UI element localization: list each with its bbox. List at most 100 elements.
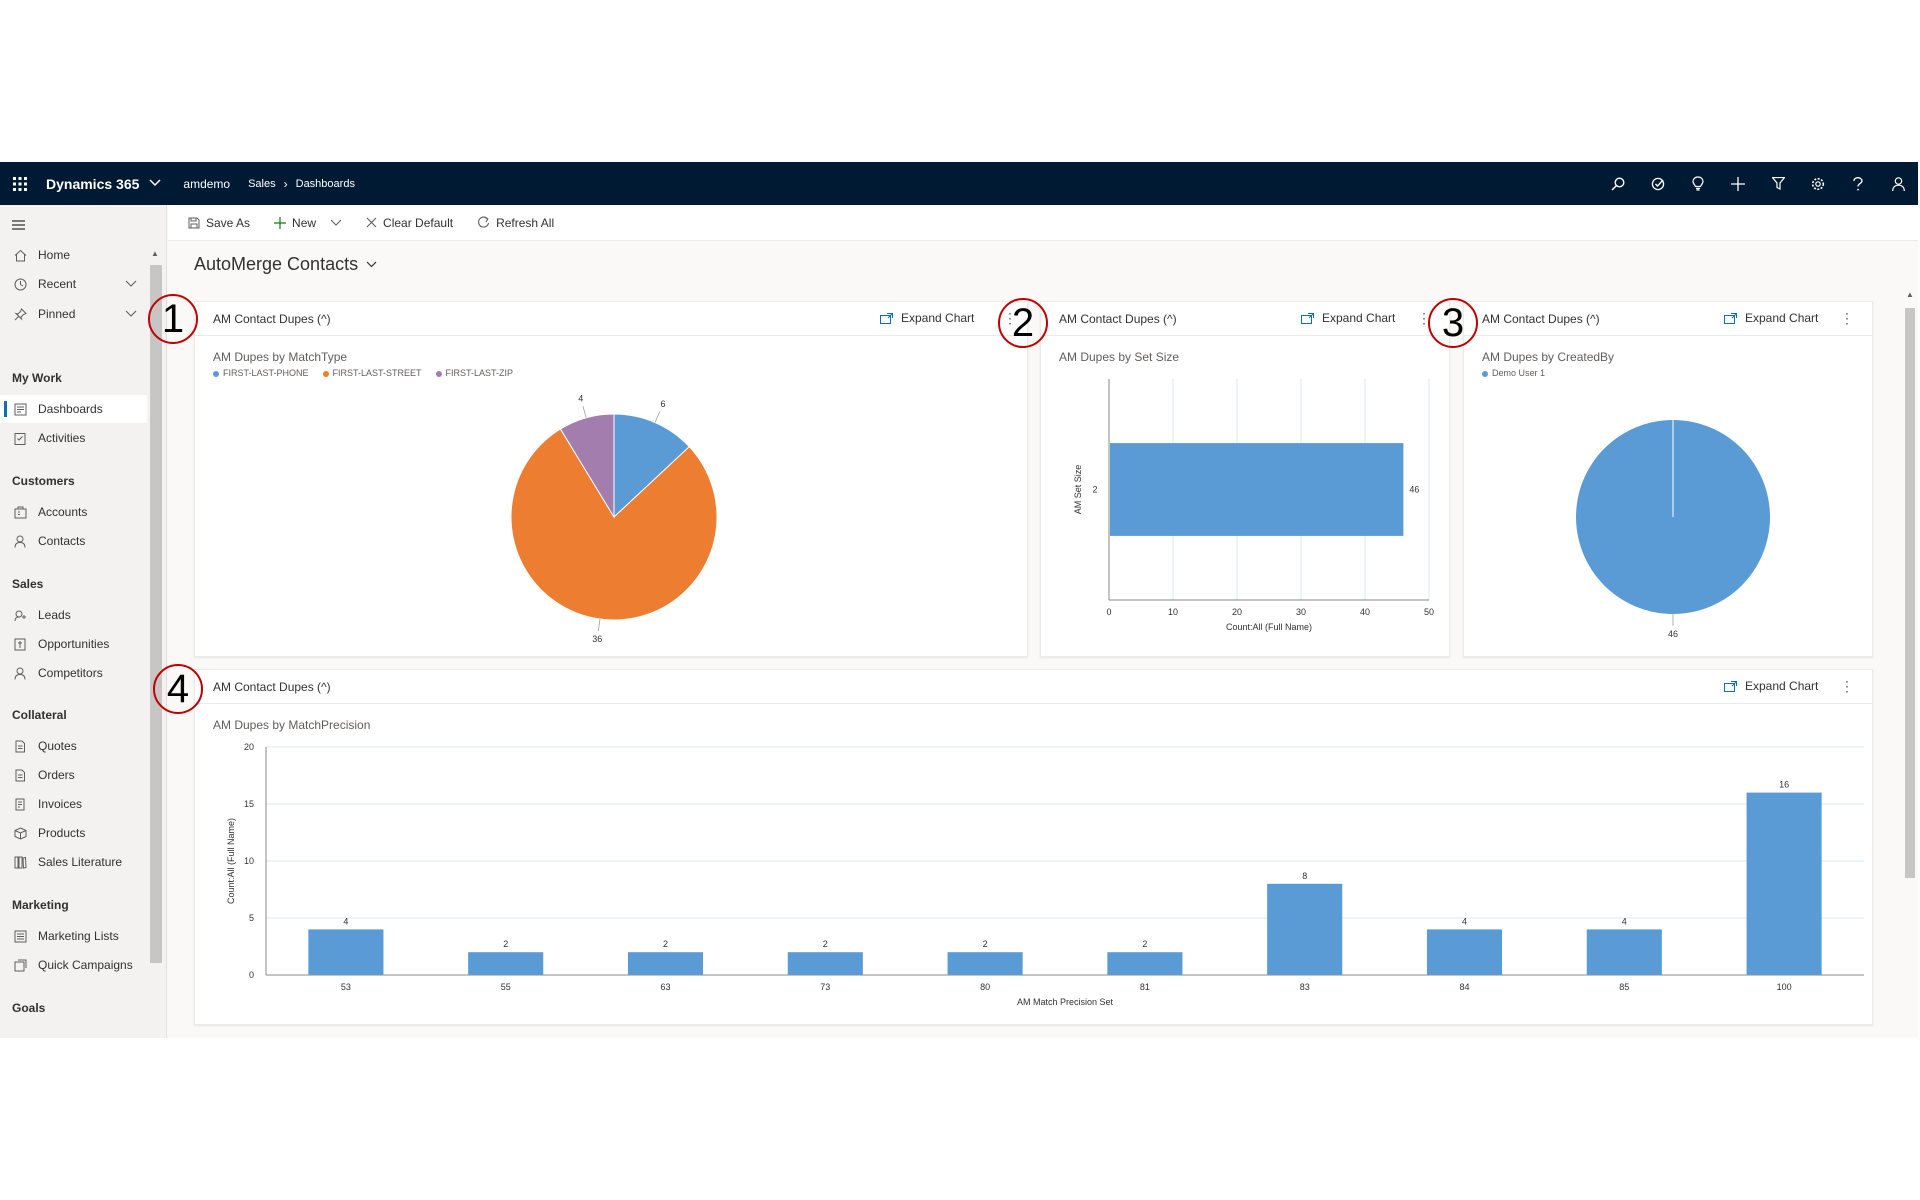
sidebar-item-pinned[interactable]: Pinned — [0, 300, 147, 328]
app-window: Dynamics 365 amdemo Sales › Dashboards — [0, 162, 1918, 1038]
sidebar-item-products[interactable]: Products — [0, 819, 147, 847]
sidebar-item-recent[interactable]: Recent — [0, 270, 147, 298]
chevron-down-icon[interactable] — [125, 279, 137, 290]
cube-icon — [12, 825, 28, 841]
scroll-up-icon[interactable]: ▲ — [151, 249, 159, 258]
pin-icon — [12, 306, 28, 322]
expand-chart-button[interactable]: Expand Chart — [1301, 311, 1395, 325]
sitemap-sidebar: Home Recent Pinned My Work Dashboards Ac… — [0, 205, 167, 1038]
main-scrollbar[interactable]: ▲ — [1902, 288, 1918, 1038]
x-tick-label: 83 — [1300, 982, 1310, 992]
sidebar-item-dashboards[interactable]: Dashboards — [0, 395, 147, 423]
sidebar-item-quick-campaigns[interactable]: Quick Campaigns — [0, 951, 147, 979]
sidebar-item-leads[interactable]: Leads — [0, 601, 147, 629]
scrollbar-thumb[interactable] — [1905, 308, 1915, 878]
search-icon[interactable] — [1598, 162, 1638, 205]
x-axis-label: Count:All (Full Name) — [1226, 622, 1312, 632]
annotation-badge: 2 — [998, 298, 1048, 348]
legend-item[interactable]: FIRST-LAST-STREET — [322, 368, 422, 378]
accounts-icon — [12, 504, 28, 520]
sidebar-item-label: Orders — [38, 768, 75, 782]
sidebar-item-contacts[interactable]: Contacts — [0, 527, 147, 555]
legend-item[interactable]: Demo User 1 — [1482, 368, 1545, 378]
sidebar-item-label: Competitors — [38, 666, 103, 680]
expand-chart-button[interactable]: Expand Chart — [1724, 311, 1818, 325]
chevron-down-icon[interactable] — [149, 178, 161, 190]
y-axis-label: AM Set Size — [1073, 465, 1083, 515]
group-header-customers: Customers — [12, 474, 75, 488]
more-options-icon[interactable]: ⋮ — [1840, 678, 1854, 694]
sidebar-item-label: Sales Literature — [38, 855, 123, 869]
chevron-down-icon[interactable] — [125, 309, 137, 320]
x-tick-label: 55 — [501, 982, 511, 992]
data-label: 4 — [1462, 916, 1467, 926]
more-options-icon[interactable]: ⋮ — [1840, 310, 1854, 326]
annotation-badge: 4 — [153, 664, 203, 714]
breadcrumb-item[interactable]: Sales — [248, 177, 276, 190]
plus-icon[interactable] — [1718, 162, 1758, 205]
scroll-up-icon[interactable]: ▲ — [1906, 290, 1914, 299]
pie-leader-line — [582, 406, 587, 418]
legend-swatch — [213, 370, 219, 377]
bar — [308, 929, 384, 975]
hamburger-menu-icon[interactable] — [12, 217, 25, 235]
x-tick-label: 80 — [980, 982, 990, 992]
gear-icon[interactable] — [1798, 162, 1838, 205]
legend-item[interactable]: FIRST-LAST-ZIP — [435, 368, 513, 378]
y-axis-label: Count:All (Full Name) — [226, 818, 236, 904]
sidebar-item-orders[interactable]: Orders — [0, 761, 147, 789]
bar-chart-set-size: 0 10 20 30 40 50 46 2 Count:All (Full Name) AM Se… — [1073, 379, 1434, 632]
y-tick-label: 5 — [249, 913, 254, 923]
sidebar-item-competitors[interactable]: Competitors — [0, 659, 147, 687]
legend-label: Demo User 1 — [1492, 368, 1546, 378]
chart-card-match-precision: AM Contact Dupes (^) Expand Chart ⋮ AM D… — [194, 669, 1873, 1025]
refresh-icon — [478, 216, 490, 228]
refresh-all-button[interactable]: Refresh All — [467, 205, 564, 241]
expand-chart-button[interactable]: Expand Chart — [880, 311, 974, 325]
more-options-icon[interactable]: ⋮ — [1417, 310, 1431, 326]
new-label: New — [292, 215, 317, 230]
data-label: 2 — [503, 939, 508, 949]
annotation-badge: 3 — [1428, 298, 1478, 348]
sidebar-item-invoices[interactable]: Invoices — [0, 790, 147, 818]
clear-default-button[interactable]: Clear Default — [356, 205, 463, 241]
user-avatar-icon[interactable] — [1878, 162, 1918, 205]
group-header-goals: Goals — [12, 1001, 46, 1015]
breadcrumb-item[interactable]: Dashboards — [295, 177, 355, 190]
lightbulb-icon[interactable] — [1678, 162, 1718, 205]
new-button[interactable]: New — [264, 205, 352, 241]
card-header: AM Contact Dupes (^) Expand Chart ⋮ — [1464, 302, 1872, 336]
sidebar-item-quotes[interactable]: Quotes — [0, 732, 147, 760]
data-label: 4 — [343, 916, 348, 926]
sidebar-item-marketing-lists[interactable]: Marketing Lists — [0, 922, 147, 950]
sidebar-item-sales-literature[interactable]: Sales Literature — [0, 848, 147, 876]
dashboard-selector[interactable]: AutoMerge Contacts — [194, 254, 377, 275]
app-launcher-icon[interactable] — [0, 162, 40, 205]
chevron-down-icon[interactable] — [330, 219, 342, 227]
environment-name[interactable]: amdemo — [183, 176, 231, 191]
card-title: AM Contact Dupes (^) — [213, 680, 331, 694]
save-as-button[interactable]: Save As — [178, 205, 260, 241]
sidebar-item-home[interactable]: Home — [0, 241, 147, 269]
filter-icon[interactable] — [1758, 162, 1798, 205]
group-header-sales: Sales — [12, 577, 44, 591]
bar — [468, 952, 544, 975]
bar — [627, 952, 704, 975]
help-icon[interactable] — [1838, 162, 1878, 205]
person-icon — [12, 533, 28, 549]
chart-legend: FIRST-LAST-PHONE FIRST-LAST-STREET FIRST… — [213, 368, 513, 378]
sidebar-item-accounts[interactable]: Accounts — [0, 498, 147, 526]
sidebar-item-label: Marketing Lists — [38, 929, 119, 943]
sidebar-item-opportunities[interactable]: Opportunities — [0, 630, 147, 658]
scrollbar-thumb[interactable] — [150, 265, 162, 963]
campaign-icon — [12, 957, 28, 973]
sidebar-item-label: Opportunities — [38, 637, 110, 651]
sidebar-scrollbar[interactable]: ▲ — [148, 245, 164, 985]
sidebar-item-activities[interactable]: Activities — [0, 424, 147, 452]
app-name[interactable]: Dynamics 365 — [46, 175, 140, 192]
expand-chart-button[interactable]: Expand Chart — [1724, 679, 1818, 693]
task-flow-icon[interactable] — [1638, 162, 1678, 205]
data-label: 6 — [660, 399, 665, 409]
chart-title: AM Dupes by MatchPrecision — [213, 718, 371, 732]
legend-item[interactable]: FIRST-LAST-PHONE — [213, 368, 309, 378]
